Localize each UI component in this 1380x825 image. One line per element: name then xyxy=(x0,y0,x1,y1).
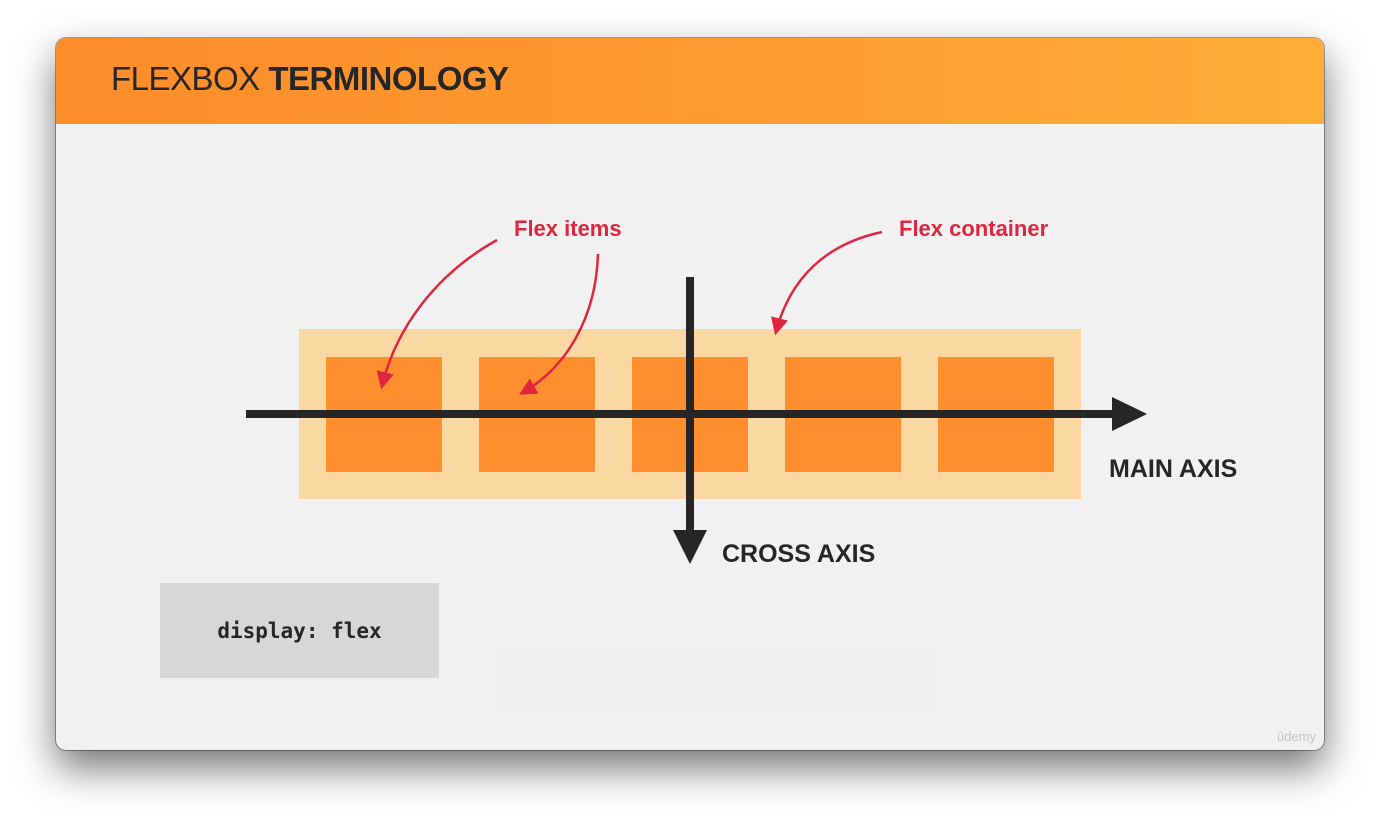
flex-items-arrow-1 xyxy=(376,238,498,390)
flex-items-arrow-2 xyxy=(518,253,600,395)
cross-axis-label: CROSS AXIS xyxy=(722,540,875,568)
slide-window: FLEXBOX TERMINOLOGY xyxy=(56,38,1324,750)
flex-items-label: Flex items xyxy=(514,216,622,241)
code-snippet-box: display: flex xyxy=(160,583,439,678)
title-light-text: FLEXBOX xyxy=(111,60,269,97)
slide-title: FLEXBOX TERMINOLOGY xyxy=(111,60,509,98)
main-axis-label: MAIN AXIS xyxy=(1109,455,1237,483)
slide-header: FLEXBOX TERMINOLOGY xyxy=(56,38,1324,124)
flex-container-arrow xyxy=(771,230,883,336)
main-axis-arrow xyxy=(246,397,1147,431)
cross-axis-arrow xyxy=(673,277,707,564)
title-bold-text: TERMINOLOGY xyxy=(268,60,509,97)
code-snippet-text: display: flex xyxy=(217,618,382,643)
flex-container-label: Flex container xyxy=(899,216,1049,241)
flexbox-diagram: Flex items Flex container MAIN AXIS CROS… xyxy=(246,216,1237,568)
udemy-watermark: ûdemy xyxy=(1276,729,1316,744)
faded-overlay-box xyxy=(496,648,936,714)
